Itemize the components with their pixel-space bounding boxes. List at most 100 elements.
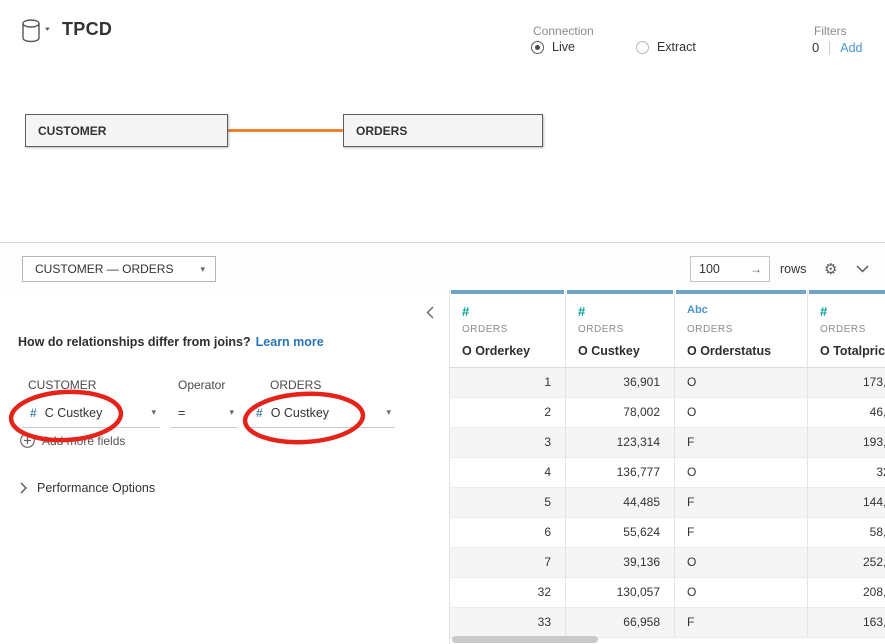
table-cell: 173,6 [808,368,885,398]
field-type-icon: # [462,304,470,319]
apply-rows-arrow-icon[interactable]: → [750,262,762,276]
table-cell: 130,057 [566,578,675,608]
table-cell: 2 [450,398,566,428]
table-box-label: ORDERS [356,123,408,138]
column-table-name: ORDERS [687,324,733,335]
operator-dropdown[interactable]: = ▾ [170,398,238,428]
table-cell: 136,777 [566,458,675,488]
left-field-value: C Custkey [44,405,103,420]
caret-down-icon: ▾ [200,263,205,274]
table-cell: O [675,458,808,488]
table-cell: 123,314 [566,428,675,458]
rows-count-box: → [690,256,770,282]
table-box-label: CUSTOMER [38,123,107,138]
chevron-down-icon[interactable] [856,260,869,278]
grid-body: 136,901O173,6278,002O46,93123,314F193,84… [450,368,885,638]
table-cell: 252,0 [808,548,885,578]
column-accent-bar [809,290,885,294]
column-table-name: ORDERS [820,324,866,335]
relationship-selector-dropdown[interactable]: CUSTOMER — ORDERS ▾ [22,256,216,282]
column-header-inner: # ORDERS O Orderkey [450,294,565,367]
column-table-name: ORDERS [462,324,508,335]
table-cell: 193,8 [808,428,885,458]
number-type-icon: # [256,405,263,420]
field-type-icon: # [820,304,828,319]
grid-inner: # ORDERS O Orderkey # ORDERS O Custkey Abc ORDE… [450,290,885,638]
grid-header-row: # ORDERS O Orderkey # ORDERS O Custkey Abc ORDE… [450,290,885,368]
column-field-name: O Orderstatus [687,344,772,358]
table-cell: 33 [450,608,566,638]
left-table-label: CUSTOMER [28,378,97,392]
page-title: TPCD [62,19,113,39]
add-filter-link[interactable]: Add [840,40,863,55]
performance-options-label: Performance Options [37,481,156,495]
collapse-panel-chevron-left-icon[interactable] [421,303,439,321]
table-cell: 163,2 [808,608,885,638]
field-type-icon: # [578,304,586,319]
table-cell: 4 [450,458,566,488]
table-cell: 55,624 [566,518,675,548]
rows-count-input[interactable] [691,262,741,276]
radio-label: Extract [656,40,696,54]
learn-more-link[interactable]: Learn more [255,335,324,349]
column-header[interactable]: # ORDERS O Custkey [566,290,675,367]
left-field-dropdown[interactable]: # C Custkey ▾ [22,398,160,428]
filters-row: 0 Add [812,40,862,55]
operator-value: = [178,405,186,420]
table-cell: F [675,488,808,518]
horizontal-scrollbar-thumb[interactable] [452,636,598,643]
table-cell: 7 [450,548,566,578]
table-box-orders[interactable]: ORDERS [343,114,543,147]
column-header[interactable]: Abc ORDERS O Orderstatus [675,290,808,367]
table-cell: 58,7 [808,518,885,548]
field-type-icon: Abc [687,304,708,316]
relationship-selector-value: CUSTOMER — ORDERS [35,262,174,276]
caret-down-icon: ▾ [229,407,234,417]
table-cell: 46,9 [808,398,885,428]
relationship-edit-panel: How do relationships differ from joins? L… [0,290,450,644]
column-accent-bar [676,290,806,294]
radio-live[interactable]: Live [531,40,575,54]
column-field-name: O Custkey [578,344,640,358]
table-cell: F [675,428,808,458]
radio-extract[interactable]: Extract [635,40,696,54]
caret-down-icon: ▾ [151,407,156,417]
column-header[interactable]: # ORDERS O Totalprice [808,290,885,367]
performance-options-expander[interactable]: Performance Options [20,481,155,495]
gear-icon[interactable]: ⚙ [824,261,838,278]
right-field-dropdown[interactable]: # O Custkey ▾ [248,398,395,428]
table-cell: 144,6 [808,488,885,518]
relationship-noodle[interactable] [228,129,343,132]
chevron-right-icon [20,482,27,494]
table-cell: 6 [450,518,566,548]
table-cell: 208,6 [808,578,885,608]
table-cell: O [675,368,808,398]
table-cell: 5 [450,488,566,518]
table-cell: 78,002 [566,398,675,428]
table-cell: 1 [450,368,566,398]
rows-label: rows [780,262,807,276]
column-field-name: O Orderkey [462,344,531,358]
number-type-icon: # [30,405,37,420]
filters-divider [829,40,831,55]
column-header-inner: # ORDERS O Custkey [566,294,674,367]
column-field-name: O Totalprice [820,344,885,358]
filters-label: Filters [814,24,847,38]
filters-count: 0 [812,40,820,55]
plus-circle-icon [20,433,35,448]
table-cell: 3 [450,428,566,458]
add-more-fields-button[interactable]: Add more fields [20,433,125,448]
table-box-customer[interactable]: CUSTOMER [25,114,228,147]
database-icon[interactable] [21,18,55,44]
column-header-inner: # ORDERS O Totalprice [808,294,885,367]
column-header[interactable]: # ORDERS O Orderkey [450,290,566,367]
operator-label: Operator [178,378,226,392]
